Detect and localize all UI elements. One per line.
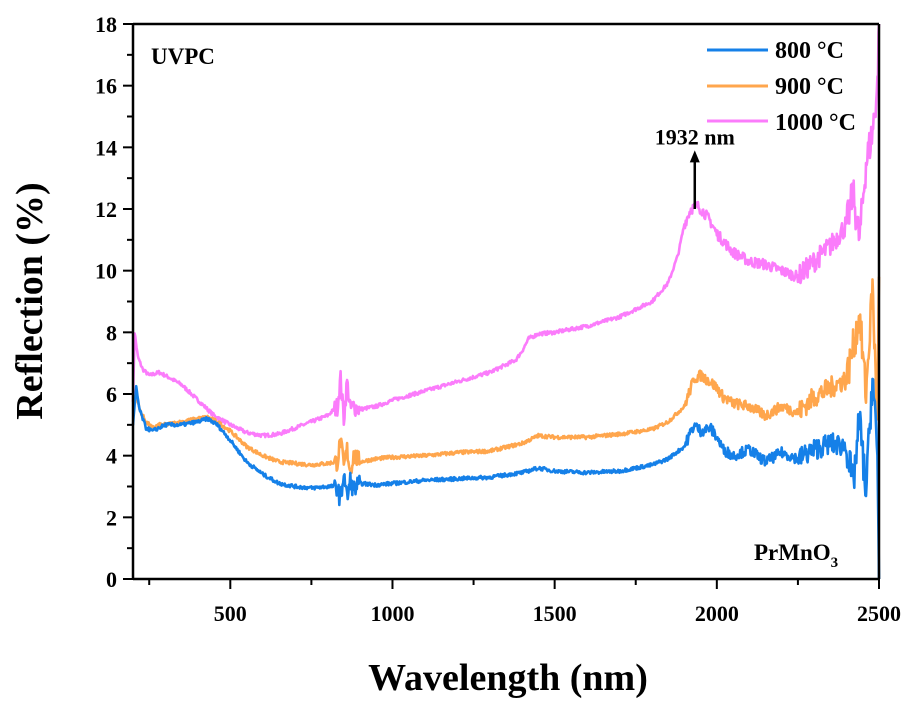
y-tick-label: 8 [106,320,117,345]
compound-label-subscript: 3 [831,555,839,571]
legend-label-1000: 1000 °C [775,110,856,136]
axes [131,22,881,581]
y-tick-label: 2 [106,505,117,530]
series-line-1000 [131,23,881,439]
compound-label: PrMnO3 [754,540,838,571]
compound-label-main: PrMnO [754,540,831,565]
legend: 800 °C 900 °C 1000 °C [707,38,856,136]
ticks: 0 2 4 6 8 10 12 14 16 18 500 1000 1500 2000 2500 [95,12,901,626]
legend-item-1000: 1000 °C [707,110,856,136]
x-tick-label: 500 [214,601,247,626]
legend-label-900: 900 °C [775,74,844,100]
peak-annotation: 1932 nm [655,124,735,209]
plot-lines [131,23,881,580]
y-axis-title: Reflection (%) [9,182,51,419]
x-axis-title: Wavelength (nm) [368,657,648,699]
y-tick-label: 12 [95,197,117,222]
y-tick-label: 6 [106,382,117,407]
y-tick-label: 0 [106,567,117,592]
peak-label: 1932 nm [655,124,735,149]
y-tick-label: 18 [95,12,117,37]
x-tick-label: 2000 [695,601,739,626]
y-tick-label: 10 [95,259,117,284]
legend-item-800: 800 °C [707,38,844,64]
x-tick-label: 1500 [533,601,577,626]
y-tick-label: 16 [95,74,117,99]
y-tick-label: 14 [95,135,117,160]
peak-arrow-head [689,150,700,163]
x-tick-label: 1000 [370,601,414,626]
y-tick-label: 4 [106,444,117,469]
x-tick-label: 2500 [857,601,901,626]
legend-item-900: 900 °C [707,74,844,100]
series-line-900 [131,276,881,475]
sample-label: UVPC [151,44,215,69]
series-line-800 [131,377,881,580]
legend-label-800: 800 °C [775,38,844,64]
